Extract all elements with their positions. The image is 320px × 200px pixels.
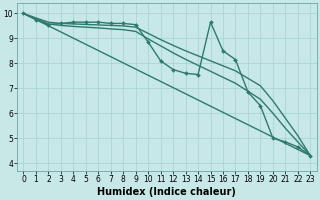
X-axis label: Humidex (Indice chaleur): Humidex (Indice chaleur) <box>98 187 236 197</box>
